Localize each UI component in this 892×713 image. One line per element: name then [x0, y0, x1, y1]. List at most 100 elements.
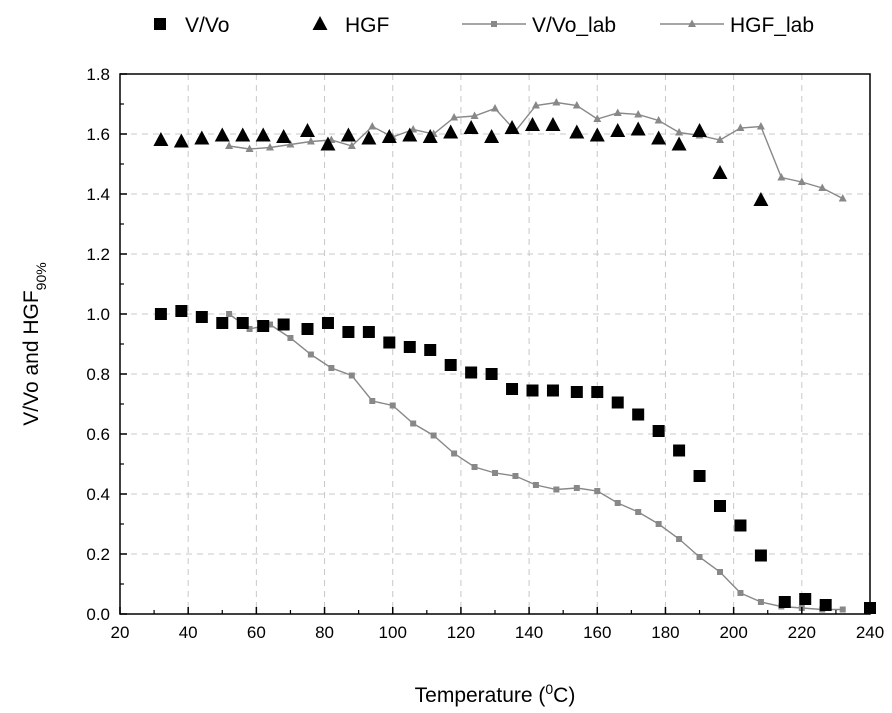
data-point	[287, 335, 294, 341]
data-point	[381, 129, 397, 143]
data-point	[410, 420, 417, 427]
data-point	[154, 308, 167, 320]
data-point	[655, 521, 662, 527]
x-tick-label: 120	[447, 623, 475, 642]
data-point	[320, 136, 336, 151]
data-point	[611, 396, 624, 409]
legend-item-v-vo-lab: V/Vo_lab	[462, 14, 616, 37]
data-point	[675, 128, 684, 136]
legend-marker	[154, 18, 166, 30]
data-point	[573, 485, 580, 491]
data-point	[492, 470, 498, 476]
data-point	[463, 120, 479, 134]
data-point	[491, 104, 499, 112]
data-point	[753, 192, 769, 206]
data-point	[632, 408, 645, 421]
data-point	[424, 344, 437, 356]
y-tick-label: 1.4	[86, 185, 110, 204]
data-point	[531, 101, 540, 109]
data-point	[286, 140, 295, 148]
legend-label: HGF_lab	[730, 14, 814, 37]
data-point	[570, 386, 583, 398]
data-point	[651, 130, 667, 145]
data-point	[362, 326, 375, 338]
data-point	[676, 536, 683, 542]
data-point	[300, 123, 315, 137]
legend-marker	[312, 16, 328, 30]
series-line-v-vo-lab	[228, 313, 843, 611]
y-tick-label: 0.2	[86, 545, 110, 564]
data-point	[301, 323, 314, 335]
x-tick-label: 80	[315, 623, 334, 642]
y-tick-label: 0.8	[86, 365, 110, 384]
data-point	[328, 365, 335, 371]
legend-label: V/Vo	[185, 14, 229, 37]
data-point	[778, 596, 791, 608]
data-point	[361, 130, 377, 145]
data-point	[307, 351, 314, 358]
data-point	[235, 127, 251, 142]
data-point	[734, 519, 747, 532]
data-point	[591, 386, 604, 398]
y-tick-label: 0.0	[86, 605, 110, 624]
data-point	[736, 123, 745, 131]
data-point	[276, 129, 292, 143]
data-point	[246, 326, 253, 332]
x-tick-label: 220	[788, 623, 816, 642]
data-point	[818, 183, 827, 191]
legend: V/Vo HGF V/Vo_lab HGF_lab	[154, 14, 814, 37]
legend-item-hgf: HGF	[312, 14, 389, 37]
legend-label: V/Vo_lab	[532, 14, 616, 37]
grid	[120, 74, 870, 614]
data-point	[630, 121, 646, 136]
data-point	[236, 317, 249, 329]
data-point	[737, 590, 744, 596]
data-point	[470, 111, 479, 119]
data-point	[634, 110, 643, 118]
data-point	[266, 143, 274, 151]
y-tick-label: 1.2	[86, 245, 110, 264]
data-point	[173, 133, 189, 148]
data-point	[347, 141, 356, 149]
data-point	[756, 122, 765, 130]
data-point	[635, 509, 642, 515]
data-point	[430, 432, 437, 439]
legend-item-v-vo: V/Vo	[154, 14, 229, 37]
data-point	[532, 482, 539, 488]
data-point	[485, 368, 498, 380]
data-point	[506, 383, 519, 395]
data-point	[777, 173, 786, 181]
x-tick-label: 20	[111, 623, 130, 642]
data-point	[712, 165, 728, 179]
data-point	[525, 117, 540, 131]
data-point	[696, 554, 703, 560]
x-axis-title: Temperature (0C)	[415, 681, 576, 707]
data-point	[589, 127, 605, 142]
data-point	[348, 372, 355, 379]
data-point	[153, 132, 169, 146]
y-tick-label: 0.4	[86, 485, 110, 504]
data-point	[693, 470, 706, 482]
y-axis-title: V/Vo and HGF90%	[20, 262, 49, 425]
data-point	[526, 384, 539, 397]
data-point	[389, 402, 396, 409]
legend-marker	[491, 21, 497, 27]
data-point	[754, 549, 767, 562]
data-point	[450, 113, 459, 121]
plot-series	[153, 98, 876, 614]
x-tick-label: 180	[651, 623, 679, 642]
data-point	[652, 425, 665, 437]
data-point	[267, 321, 273, 328]
data-point	[257, 320, 270, 332]
data-point	[545, 117, 561, 131]
data-point	[383, 336, 396, 349]
data-point	[225, 141, 234, 149]
data-point	[512, 473, 519, 479]
x-tick-label: 100	[379, 623, 407, 642]
data-point	[714, 500, 726, 512]
data-point	[504, 120, 520, 134]
data-point	[546, 384, 559, 397]
data-point	[444, 359, 457, 371]
data-point	[572, 101, 581, 109]
series-v-vo-lab	[226, 311, 846, 613]
